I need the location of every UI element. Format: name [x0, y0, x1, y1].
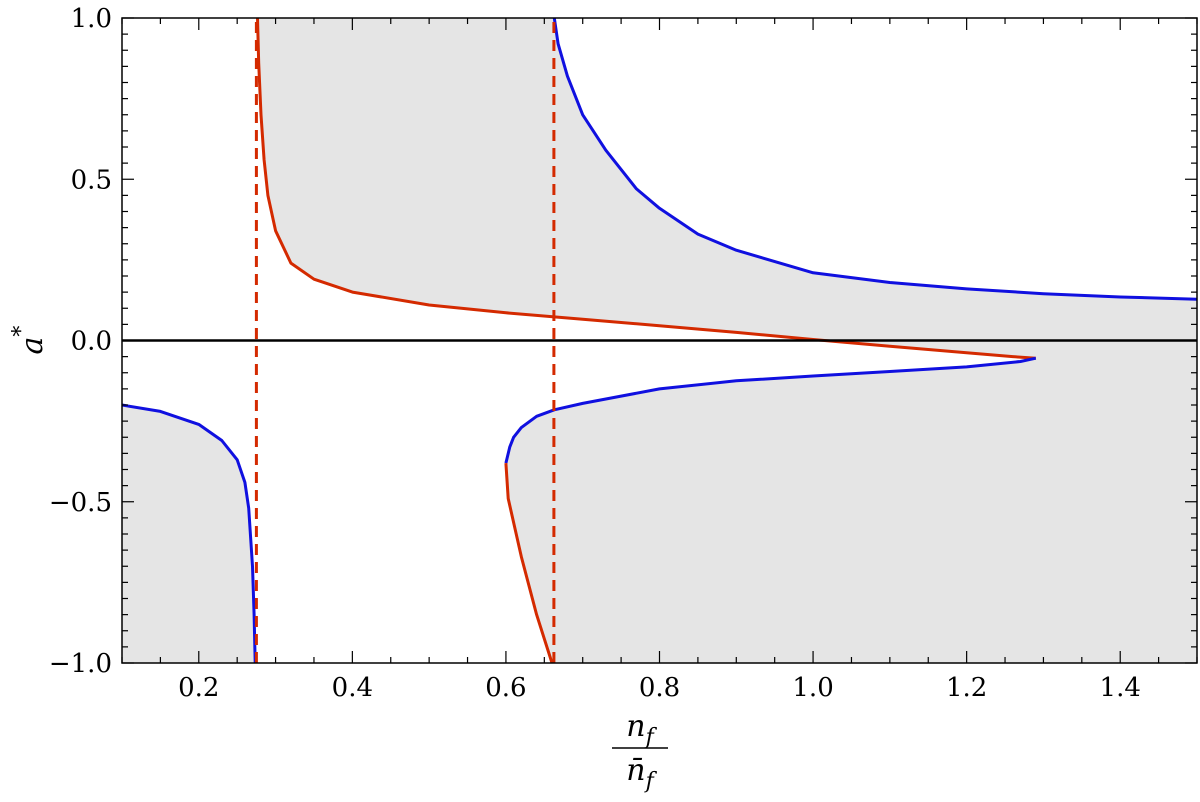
shaded-region-2 — [553, 17, 1198, 359]
y-tick-label: −1.0 — [49, 649, 112, 679]
curves — [121, 17, 1198, 664]
curve-2 — [504, 356, 1037, 464]
y-label-base: a — [15, 337, 50, 355]
x-tick-label: 1.0 — [792, 673, 833, 703]
x-tick-label: 0.6 — [485, 673, 526, 703]
y-tick-labels: −1.0 −0.5 0.0 0.5 1.0 — [49, 4, 112, 679]
shaded-regions — [121, 17, 1198, 664]
y-axis-label: a* — [9, 326, 50, 355]
x-label-denominator-sub: f — [644, 769, 658, 794]
svg-text:nf: nf — [626, 709, 657, 750]
y-label-sup: * — [9, 326, 34, 337]
curve-1 — [256, 17, 1036, 360]
shaded-region-3 — [505, 357, 1198, 664]
x-tick-label: 0.4 — [332, 673, 373, 703]
y-tick-label: −0.5 — [49, 488, 112, 518]
x-tick-label: 0.2 — [178, 673, 219, 703]
y-tick-label: 0.5 — [71, 165, 112, 195]
x-label-denominator: n̄ — [626, 753, 645, 788]
x-axis-label: nf n̄f — [612, 709, 668, 794]
x-tick-label: 0.8 — [639, 673, 680, 703]
y-tick-label: 0.0 — [71, 327, 112, 357]
curve-5 — [121, 403, 257, 664]
shaded-region-4 — [121, 404, 256, 664]
svg-text:a*: a* — [9, 326, 50, 355]
curve-4 — [552, 17, 1198, 301]
x-tick-label: 1.2 — [946, 673, 987, 703]
x-tick-label: 1.4 — [1100, 673, 1141, 703]
svg-text:n̄f: n̄f — [626, 753, 657, 794]
y-tick-label: 1.0 — [71, 4, 112, 34]
x-label-numerator: n — [626, 709, 645, 744]
curve-3 — [504, 463, 554, 664]
ticks — [121, 17, 1198, 664]
x-label-numerator-sub: f — [644, 725, 658, 750]
x-tick-labels: 0.2 0.4 0.6 0.8 1.0 1.2 1.4 — [178, 673, 1141, 703]
